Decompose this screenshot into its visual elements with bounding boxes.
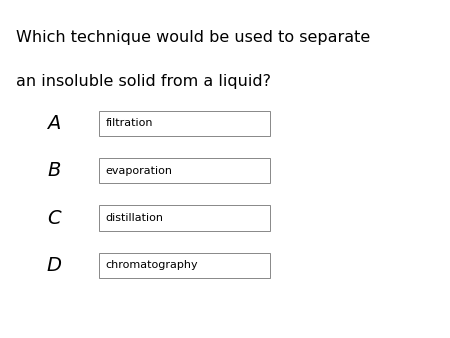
FancyBboxPatch shape xyxy=(99,111,270,136)
Text: filtration: filtration xyxy=(106,118,153,128)
Text: evaporation: evaporation xyxy=(106,166,173,176)
FancyBboxPatch shape xyxy=(99,206,270,231)
Text: Which technique would be used to separate: Which technique would be used to separat… xyxy=(16,30,370,45)
FancyBboxPatch shape xyxy=(99,253,270,278)
Text: chromatography: chromatography xyxy=(106,260,198,270)
Text: D: D xyxy=(46,256,62,275)
FancyBboxPatch shape xyxy=(99,158,270,183)
Text: B: B xyxy=(47,161,61,180)
Text: an insoluble solid from a liquid?: an insoluble solid from a liquid? xyxy=(16,74,271,89)
Text: A: A xyxy=(47,114,61,133)
Text: C: C xyxy=(47,209,61,227)
Text: distillation: distillation xyxy=(106,213,164,223)
